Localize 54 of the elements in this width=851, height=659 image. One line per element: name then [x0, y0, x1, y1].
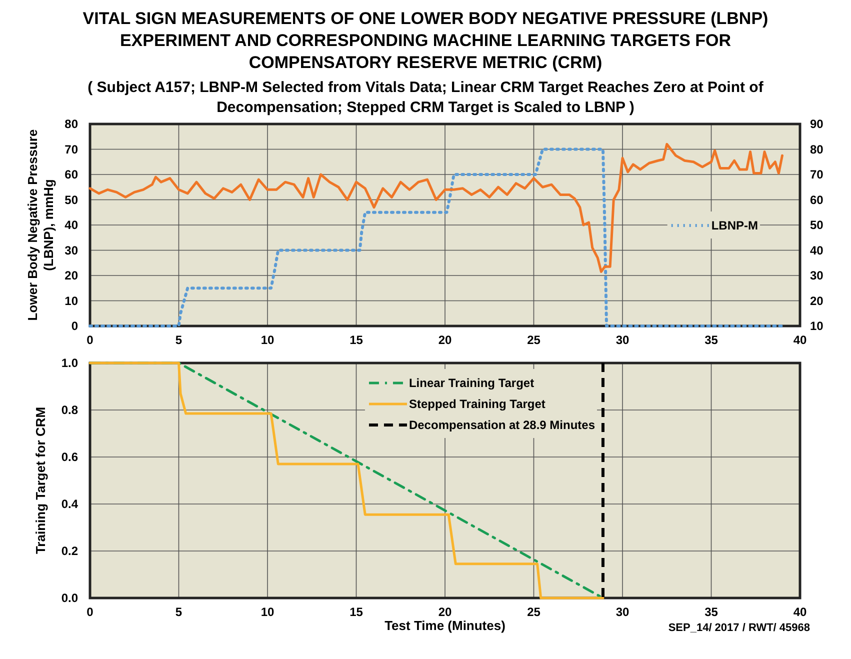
y2-tick-label: 90 — [810, 117, 824, 131]
x-tick-label: 5 — [175, 605, 182, 619]
x-tick-label: 10 — [260, 605, 274, 619]
y-tick-label: 0.4 — [61, 497, 78, 511]
ref-line-label: Decompensation at 28.9 Minutes — [408, 418, 596, 432]
y2-tick-label: 40 — [810, 243, 824, 258]
y2-tick-label: 80 — [810, 142, 824, 156]
text: SEP_14/ 2017 / RWT/ 45968 — [668, 622, 810, 634]
chart-subtitle: ( Subject A157; LBNP-M Selected from Vitals Data; Linear CRM Target Reaches Zero at Point of Decompensation; Stepped CRM Target is Scaled to LBNP ) — [88, 79, 764, 116]
line-series — [88, 142, 784, 273]
y-tick-label: 70 — [64, 142, 78, 156]
y-tick-label: 0.6 — [61, 450, 78, 464]
x-tick-label: 30 — [616, 605, 630, 619]
x-tick-label: 5 — [175, 333, 182, 347]
y2-tick-label: 10 — [810, 319, 824, 333]
line-series — [88, 148, 784, 328]
x-tick-label: 0 — [86, 333, 94, 347]
x-tick-label: 15 — [350, 333, 364, 347]
y2-tick-label: 60 — [810, 192, 824, 207]
y-axis-title: Training Target for CRM — [33, 406, 48, 554]
y-tick-label: 50 — [64, 192, 78, 207]
legend-label: Linear Training Target — [408, 376, 534, 390]
x-tick-label: 35 — [704, 333, 718, 347]
legend-label: Stepped Training Target — [408, 397, 546, 411]
y-tick-label: 0.2 — [61, 544, 78, 558]
x-tick-label: 20 — [438, 333, 452, 347]
y-tick-label: 1.0 — [61, 356, 78, 370]
y-tick-label: 60 — [64, 168, 78, 182]
x-tick-label: 40 — [793, 605, 807, 619]
y-tick-label: 20 — [64, 268, 78, 282]
x-tick-label: 25 — [527, 605, 541, 619]
y-tick-label: 0 — [71, 319, 78, 333]
x-tick-label: 25 — [527, 333, 541, 347]
y2-tick-label: 20 — [810, 294, 824, 308]
y-axis-title: Lower Body Negative Pressure (LBNP), mmHg — [25, 129, 56, 321]
x-tick-label: 0 — [86, 605, 94, 619]
y2-tick-label: 30 — [810, 268, 824, 282]
y-tick-label: 10 — [64, 294, 78, 308]
x-tick-label: 20 — [438, 605, 452, 619]
y2-tick-label: 50 — [810, 218, 824, 232]
x-tick-label: 30 — [616, 333, 630, 347]
y-tick-label: 40 — [64, 218, 78, 232]
chart-title: VITAL SIGN MEASUREMENTS OF ONE LOWER BODY NEGATIVE PRESSURE (LBNP) EXPERIMENT AND CORRESPONDING MACHINE LEARNING TARGETS FOR COMPENSATORY RESERVE METRIC (CRM) — [82, 9, 768, 72]
legend-label: LBNP-M — [711, 218, 758, 232]
y-tick-label: 0.8 — [61, 403, 78, 417]
y-tick-label: 30 — [64, 243, 78, 258]
y2-tick-label: 70 — [810, 168, 824, 182]
x-tick-label: 15 — [350, 605, 364, 619]
x-tick-label: 10 — [260, 333, 274, 347]
y-tick-label: 80 — [64, 117, 78, 131]
y-tick-label: 0.0 — [61, 591, 78, 605]
x-axis-title: Test Time (Minutes) — [384, 618, 506, 633]
x-tick-label: 40 — [793, 333, 807, 347]
x-tick-label: 35 — [704, 605, 718, 619]
